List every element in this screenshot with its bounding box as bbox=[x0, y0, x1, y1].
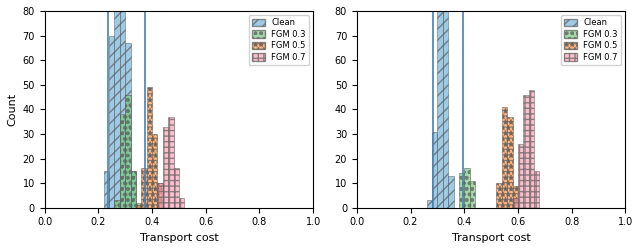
Bar bbox=[524, 94, 529, 208]
Bar bbox=[173, 168, 179, 208]
Bar bbox=[136, 205, 141, 208]
Bar bbox=[131, 171, 136, 208]
Legend: Clean, FGM 0.3, FGM 0.5, FGM 0.7: Clean, FGM 0.3, FGM 0.5, FGM 0.7 bbox=[561, 15, 621, 65]
Bar bbox=[104, 171, 109, 208]
X-axis label: Transport cost: Transport cost bbox=[452, 233, 531, 243]
Bar bbox=[115, 200, 120, 208]
Bar bbox=[437, 0, 443, 208]
Bar bbox=[443, 6, 448, 208]
Bar bbox=[115, 0, 120, 208]
Bar bbox=[147, 87, 152, 208]
Bar bbox=[513, 186, 518, 208]
Bar bbox=[427, 200, 432, 208]
Bar bbox=[464, 168, 470, 208]
Bar bbox=[131, 171, 136, 208]
Bar bbox=[157, 183, 163, 208]
Bar bbox=[518, 144, 524, 208]
Bar bbox=[152, 134, 157, 208]
Bar bbox=[120, 114, 125, 208]
Bar bbox=[508, 117, 513, 208]
Bar bbox=[141, 168, 147, 208]
Bar bbox=[157, 183, 163, 208]
Bar bbox=[502, 107, 508, 208]
Bar bbox=[163, 126, 168, 208]
Bar bbox=[109, 36, 115, 208]
Bar bbox=[513, 198, 518, 208]
Bar bbox=[432, 132, 437, 208]
Bar bbox=[136, 203, 141, 208]
Bar bbox=[534, 171, 540, 208]
Bar bbox=[470, 181, 475, 208]
Bar bbox=[125, 94, 131, 208]
Bar bbox=[136, 205, 141, 208]
Legend: Clean, FGM 0.3, FGM 0.5, FGM 0.7: Clean, FGM 0.3, FGM 0.5, FGM 0.7 bbox=[249, 15, 309, 65]
Bar bbox=[497, 183, 502, 208]
Bar bbox=[529, 90, 534, 208]
Bar bbox=[168, 117, 173, 208]
Y-axis label: Count: Count bbox=[7, 93, 17, 126]
Bar bbox=[179, 198, 184, 208]
Bar bbox=[125, 43, 131, 208]
Bar bbox=[459, 173, 464, 208]
X-axis label: Transport cost: Transport cost bbox=[140, 233, 218, 243]
Bar bbox=[448, 176, 454, 208]
Bar bbox=[120, 0, 125, 208]
